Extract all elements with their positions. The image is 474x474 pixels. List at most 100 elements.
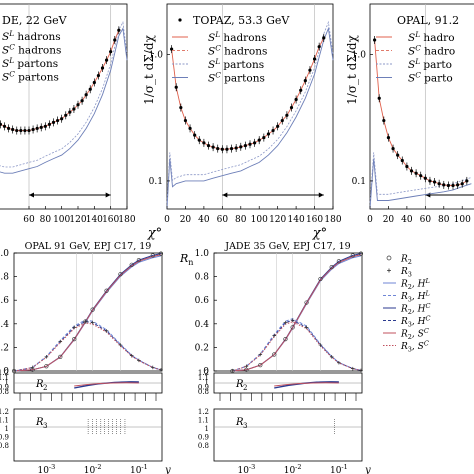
ratio-r2-label-sub: 2 xyxy=(43,384,47,392)
data-point xyxy=(72,107,76,111)
x-tick-label: 80 xyxy=(438,215,450,225)
curve-partons-blue xyxy=(0,27,128,174)
r3-marker xyxy=(272,333,277,338)
data-point xyxy=(271,128,275,133)
r3-marker xyxy=(44,355,49,359)
data-point xyxy=(377,96,381,100)
ratio-tick-label: 1.2 xyxy=(0,369,9,377)
r2-marker xyxy=(136,257,141,263)
r3-marker xyxy=(159,368,163,372)
r3-marker xyxy=(290,318,295,323)
data-point xyxy=(465,179,469,183)
x-tick-label: 100 xyxy=(454,215,471,225)
data-point xyxy=(64,113,68,117)
fit-range-arrow-left xyxy=(425,192,431,198)
r3-marker xyxy=(283,320,288,325)
x-tick-label: 160 xyxy=(306,215,323,225)
fit-range-arrow-right xyxy=(318,192,324,198)
x-tick-label: 10-2 xyxy=(84,463,102,474)
data-point xyxy=(382,118,386,123)
legend-entry: SL partons xyxy=(2,56,58,70)
fit-range-arrow-right xyxy=(105,192,111,198)
x-tick-label: 40 xyxy=(198,215,210,225)
y-tick-label: 0.2 xyxy=(195,343,209,353)
data-point xyxy=(317,45,321,49)
data-point xyxy=(225,147,229,151)
ratio-tick-label: 1.2 xyxy=(198,408,209,416)
r2-marker xyxy=(44,364,49,369)
legend-entry: SC hadrons xyxy=(208,43,267,57)
data-point xyxy=(299,88,303,92)
ratio-tick-label: 0.9 xyxy=(0,434,9,442)
data-point xyxy=(451,183,455,188)
data-point xyxy=(396,153,400,157)
x-tick-label: 10-3 xyxy=(237,463,255,474)
x-tick-label: 10-3 xyxy=(37,463,55,474)
data-point xyxy=(80,99,84,103)
ratio-tick-label: 1 xyxy=(5,425,9,433)
panel-top-right: 0 20 40 60 80 100 0.1 1.01/σ_t dΣ/dχ OPAL, 91.2 S… xyxy=(345,3,474,225)
ratio-tick-label: 1 xyxy=(205,425,209,433)
ratio-tick-label: 0.8 xyxy=(198,388,209,396)
y-tick-label: 0.4 xyxy=(0,320,9,330)
data-point xyxy=(322,36,326,40)
data-point xyxy=(373,38,377,42)
x-tick-label: 80 xyxy=(40,215,52,225)
legend-entry: R3 xyxy=(400,267,412,279)
r2-marker xyxy=(150,253,155,258)
r2-marker xyxy=(304,300,309,305)
y-axis-label: 1/σ_t dΣ/dχ xyxy=(345,34,359,104)
r2-marker xyxy=(329,265,334,270)
x-tick-label: 120 xyxy=(269,215,286,225)
data-point xyxy=(55,118,60,123)
data-point xyxy=(170,47,174,51)
x-tick-label: 0 xyxy=(367,215,373,225)
y-tick-label: 1.0 xyxy=(352,50,367,60)
legend-entry: R2, HC xyxy=(400,302,431,316)
ratio-tick-label: 1.1 xyxy=(198,374,209,382)
y-tick-label: 0.6 xyxy=(0,296,9,306)
legend-entry: R3, HL xyxy=(400,290,430,304)
data-point xyxy=(294,97,298,102)
panel-bottom-left: OPAL 91 GeV, EPJ C17, 19 0 0.2 0.4 0.6 0.8 1.0… xyxy=(0,241,171,474)
x-tick-label: 100 xyxy=(251,215,268,225)
ratio-tick-label: 1.1 xyxy=(0,417,9,425)
ratio-tick-label: 1 xyxy=(5,379,9,387)
curve-r2-sc xyxy=(232,254,362,372)
data-point xyxy=(437,182,441,186)
curve-r3-hl xyxy=(13,320,162,372)
legend-entry: SL hadrons xyxy=(208,30,267,44)
plot-frame xyxy=(166,3,334,210)
legend-title: OPAL, 91.2 xyxy=(397,14,459,27)
data-point xyxy=(19,128,23,133)
data-point xyxy=(262,135,266,140)
r2-marker xyxy=(58,354,63,359)
r2-marker xyxy=(104,288,109,293)
y-tick-label: 0.8 xyxy=(195,273,210,283)
r3-marker xyxy=(30,365,35,370)
r2-marker xyxy=(358,251,364,256)
r2-marker xyxy=(118,272,123,277)
legend-entry: SC hadro xyxy=(408,43,455,57)
ratio-r2-label: R xyxy=(35,379,44,390)
ratio-tick-label: 1.2 xyxy=(198,369,209,377)
ratio-r3-label-sub: 3 xyxy=(243,422,247,430)
data-point xyxy=(6,126,11,131)
r2-marker xyxy=(90,307,95,312)
data-point xyxy=(51,120,56,125)
r3-marker xyxy=(118,343,123,347)
curve-r2-hc xyxy=(232,255,362,372)
panel-title: JADE 35 GeV, EPJ C17, 19 xyxy=(224,241,350,252)
data-point xyxy=(446,183,450,188)
x-tick-label: 0 xyxy=(164,215,170,225)
r3-marker xyxy=(72,325,77,330)
plot-frame xyxy=(369,3,474,210)
ratio-tick-label: 0.9 xyxy=(0,383,9,391)
ratio-r2-label-sub: 2 xyxy=(243,384,247,392)
data-point xyxy=(234,146,238,150)
r3-marker xyxy=(150,365,155,370)
r3-marker xyxy=(104,329,109,333)
data-point xyxy=(193,133,197,137)
r3-marker xyxy=(244,364,249,369)
